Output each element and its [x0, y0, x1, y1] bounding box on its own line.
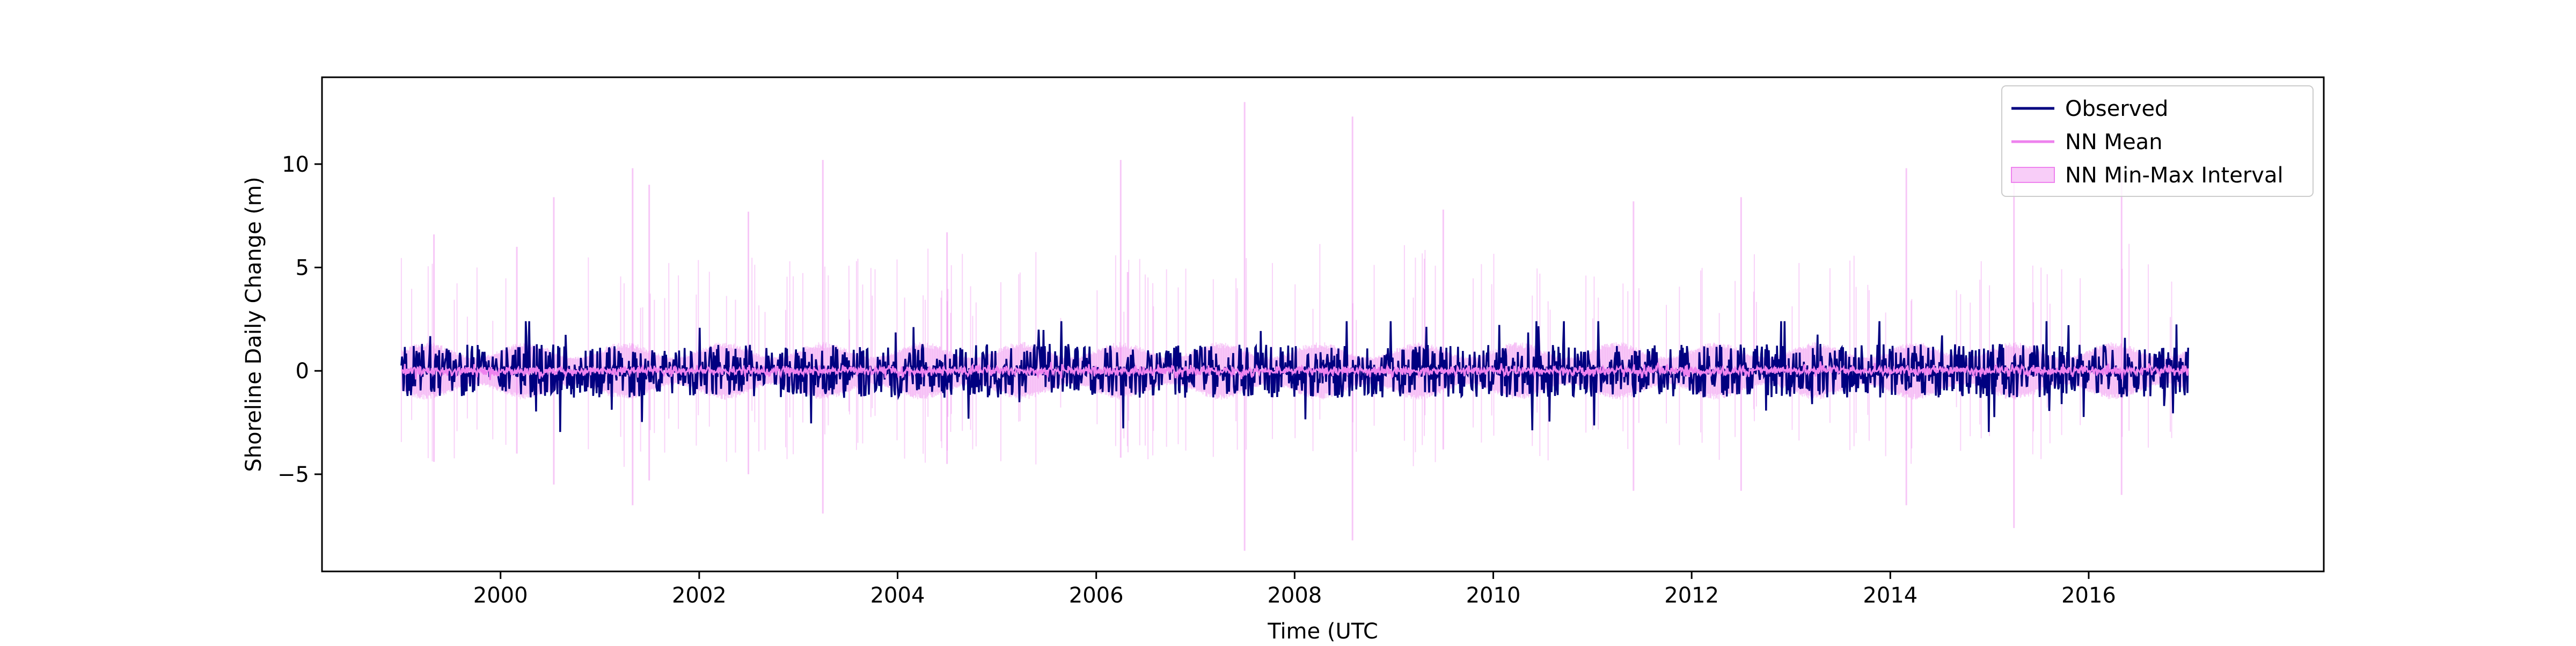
x-tick-label: 2000	[473, 583, 528, 608]
x-tick-label: 2016	[2061, 583, 2116, 608]
y-tick-label: −5	[277, 463, 309, 487]
axes-frame	[321, 76, 2325, 572]
x-tick-label: 2012	[1664, 583, 1719, 608]
y-tick-label: 10	[282, 152, 309, 177]
x-tick-label: 2002	[672, 583, 727, 608]
legend-label-nn-interval: NN Min-Max Interval	[2065, 163, 2284, 188]
y-axis-label: Shoreline Daily Change (m)	[241, 177, 266, 472]
legend-label-observed: Observed	[2065, 97, 2168, 121]
x-axis-label: Time (UTC	[1267, 619, 1378, 644]
legend-swatch-nn-interval	[2011, 167, 2055, 183]
plot-area	[400, 102, 2190, 551]
x-tick-label: 2008	[1267, 583, 1322, 608]
legend-box	[2001, 85, 2314, 197]
y-tick-label: 5	[296, 256, 309, 281]
x-tick-label: 2006	[1069, 583, 1124, 608]
x-tick-label: 2004	[870, 583, 925, 608]
legend-label-nn-mean: NN Mean	[2065, 130, 2163, 155]
x-tick-label: 2010	[1466, 583, 1521, 608]
nn-mean-line	[401, 361, 2189, 380]
y-tick-label: 0	[296, 359, 309, 384]
nn-interval-spikes	[433, 102, 2123, 551]
axis-ticks: 2000 2002 2004 2006 2008 2010 2012 2014 2016 −5 0 5…	[277, 152, 2116, 608]
observed-line	[400, 321, 2190, 432]
legend: Observed NN Mean NN Min-Max Interval	[2001, 85, 2314, 197]
x-tick-label: 2014	[1863, 583, 1918, 608]
